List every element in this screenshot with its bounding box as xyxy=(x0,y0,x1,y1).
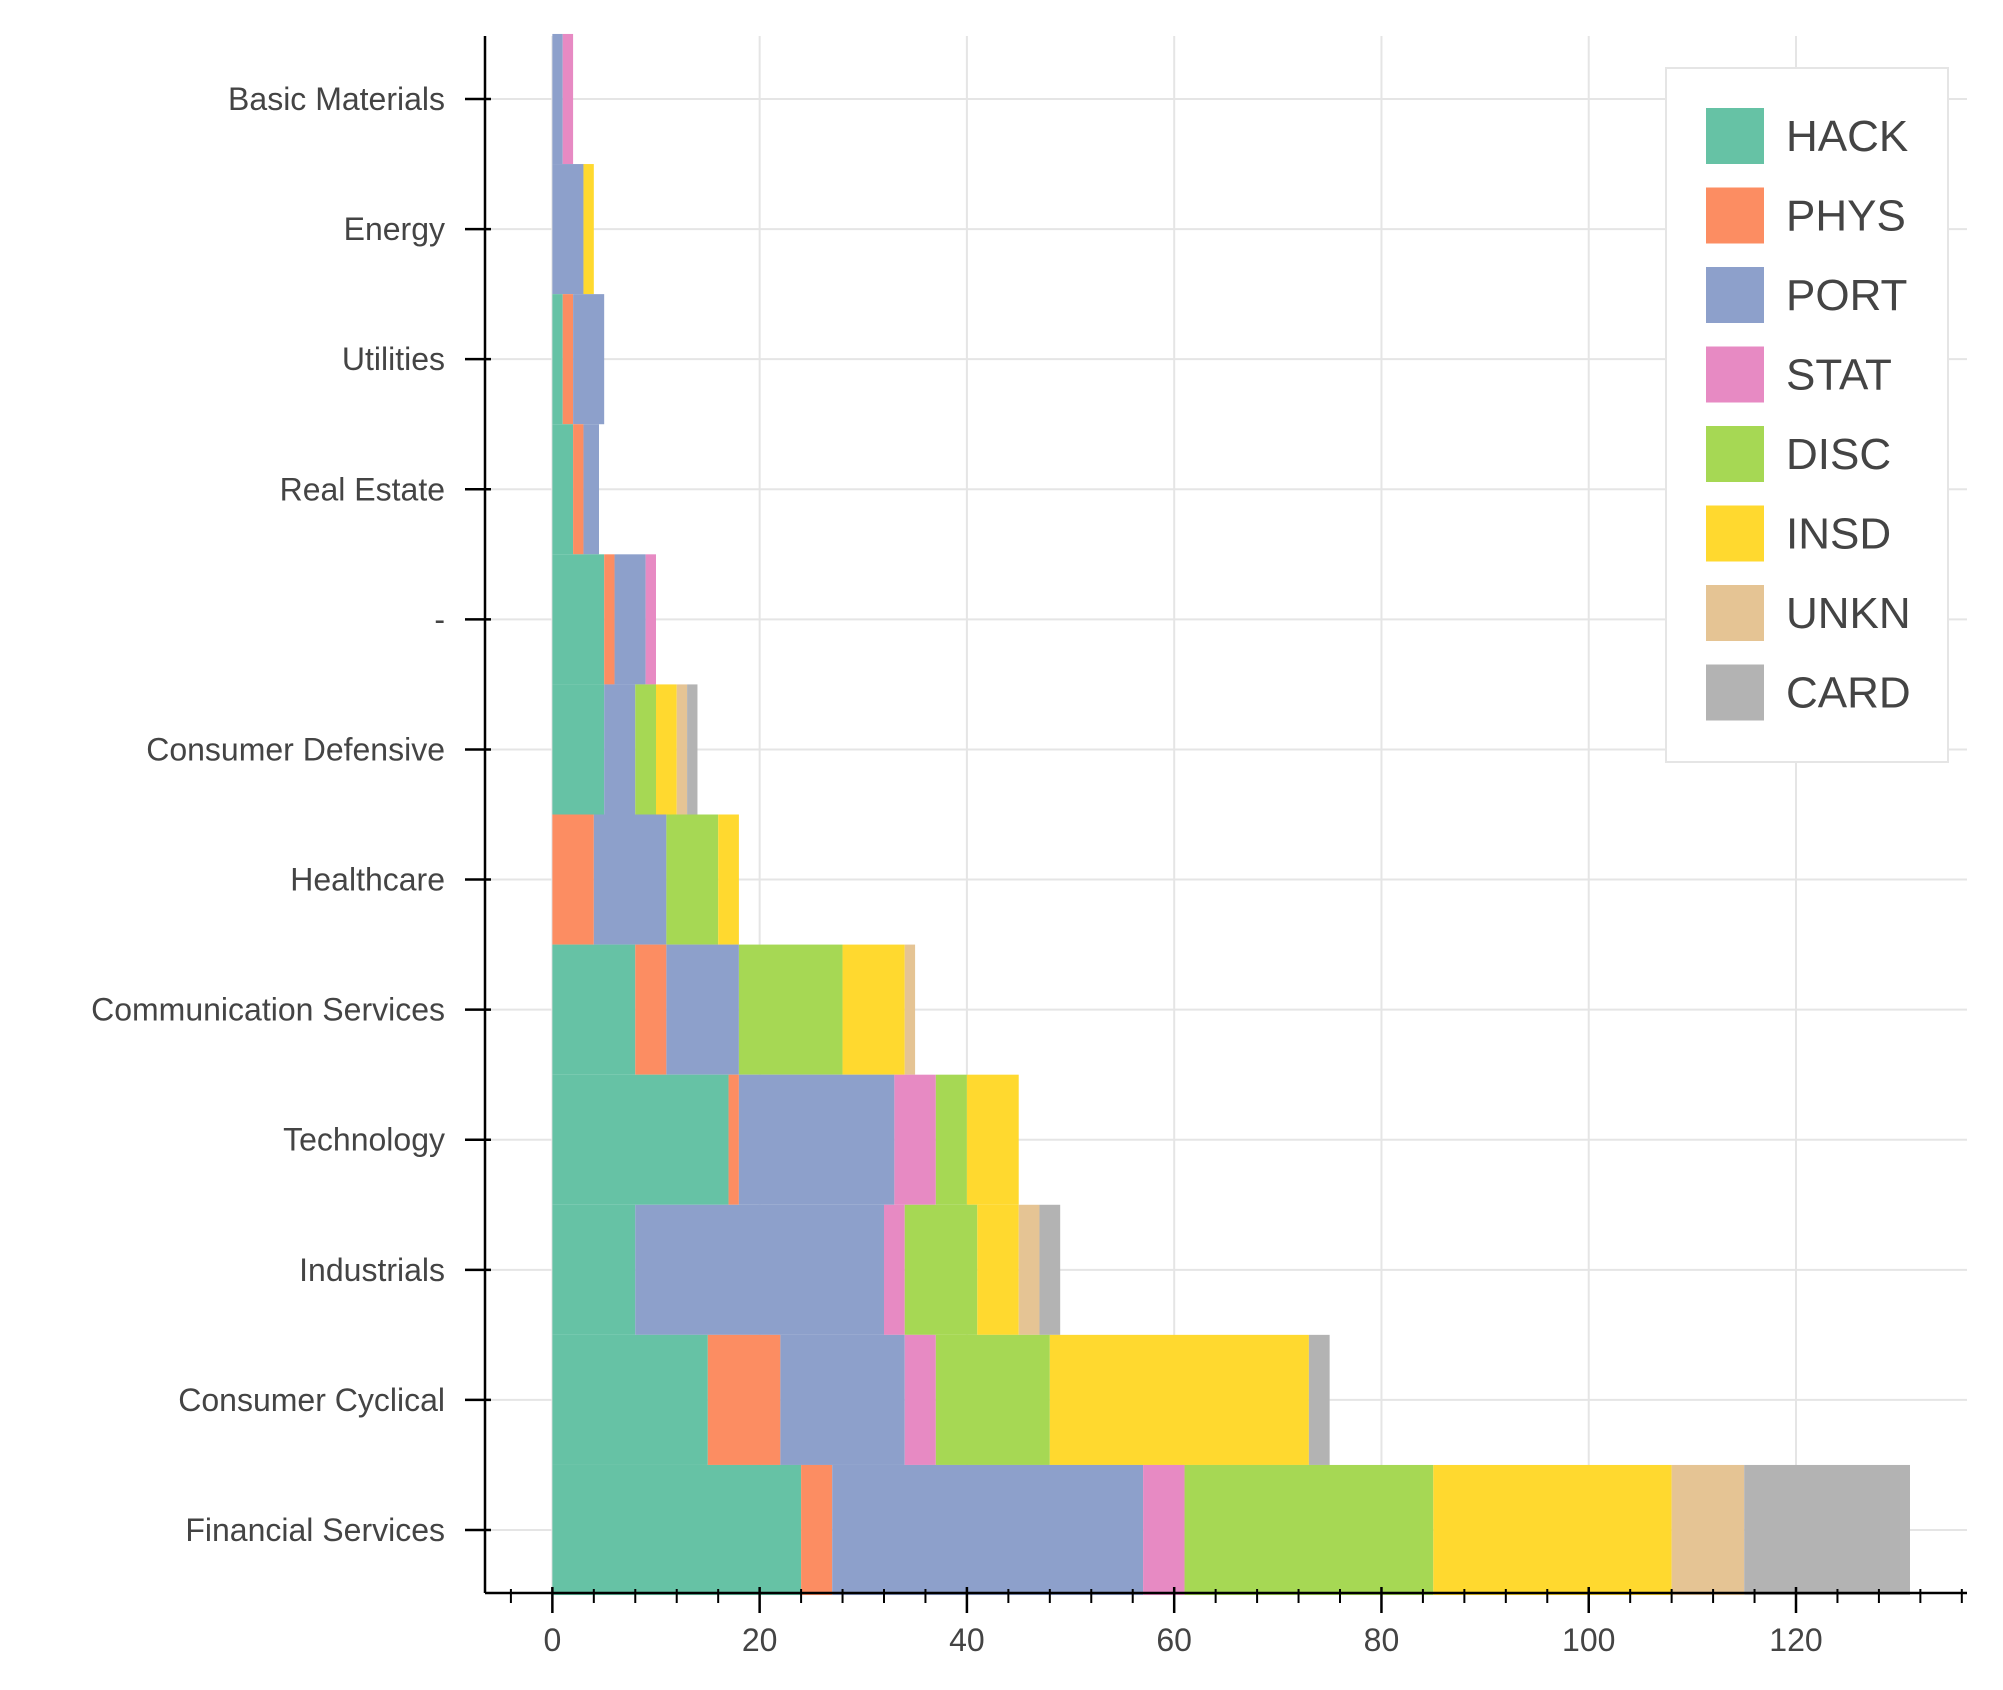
y-tick-label-technology: Technology xyxy=(283,1122,445,1158)
legend-swatch-unkn xyxy=(1706,585,1764,641)
legend-label-stat: STAT xyxy=(1786,351,1892,400)
bar-technology-insd xyxy=(966,1074,1019,1205)
y-tick-label-dash: - xyxy=(434,601,445,637)
y-tick-label-healthcare: Healthcare xyxy=(290,862,445,898)
x-tick-label-80: 80 xyxy=(1364,1622,1400,1658)
bar-financial-services-stat xyxy=(1143,1464,1185,1596)
bar-industrials-disc xyxy=(904,1204,978,1335)
bar-consumer-defensive-insd xyxy=(656,684,677,815)
bar-communication-services-insd xyxy=(842,944,905,1075)
legend-swatch-hack xyxy=(1706,108,1764,164)
y-tick-label-energy: Energy xyxy=(344,211,445,247)
bar-dash-hack xyxy=(552,554,605,685)
legend-label-unkn: UNKN xyxy=(1786,589,1911,638)
bar-consumer-defensive-disc xyxy=(635,684,656,815)
bar-consumer-defensive-port xyxy=(604,684,636,815)
bar-dash-stat xyxy=(645,554,656,685)
y-tick-label-basic-materials: Basic Materials xyxy=(228,81,445,117)
bar-healthcare-port xyxy=(593,814,667,945)
bar-industrials-insd xyxy=(977,1204,1019,1335)
x-tick-label-60: 60 xyxy=(1156,1622,1192,1658)
bar-consumer-cyclical-disc xyxy=(935,1334,1050,1465)
bar-communication-services-disc xyxy=(738,944,843,1075)
bar-healthcare-disc xyxy=(666,814,719,945)
bar-healthcare-phys xyxy=(552,814,594,945)
bar-communication-services-unkn xyxy=(904,944,916,1075)
bar-technology-disc xyxy=(935,1074,967,1205)
bar-financial-services-unkn xyxy=(1671,1464,1745,1596)
bar-technology-stat xyxy=(894,1074,936,1205)
bar-dash-phys xyxy=(604,554,615,685)
y-tick-label-financial-services: Financial Services xyxy=(185,1512,445,1548)
y-tick-label-consumer-cyclical: Consumer Cyclical xyxy=(178,1382,445,1418)
bar-energy-port xyxy=(552,164,584,295)
bar-industrials-hack xyxy=(552,1204,636,1335)
bar-consumer-cyclical-stat xyxy=(904,1334,936,1465)
x-tick-label-40: 40 xyxy=(949,1622,985,1658)
bar-communication-services-phys xyxy=(635,944,667,1075)
bar-consumer-cyclical-port xyxy=(780,1334,905,1465)
bar-consumer-cyclical-hack xyxy=(552,1334,708,1465)
legend-swatch-phys xyxy=(1706,187,1764,244)
y-tick-label-industrials: Industrials xyxy=(299,1252,445,1288)
legend-label-insd: INSD xyxy=(1786,510,1891,559)
bar-dash-port xyxy=(614,554,646,685)
legend-swatch-card xyxy=(1706,664,1764,721)
legend-label-phys: PHYS xyxy=(1786,192,1906,241)
bar-utilities-phys xyxy=(562,294,574,425)
legend-label-card: CARD xyxy=(1786,669,1911,718)
y-tick-label-consumer-defensive: Consumer Defensive xyxy=(146,731,445,767)
bar-financial-services-card xyxy=(1744,1464,1910,1596)
bar-industrials-port xyxy=(635,1204,884,1335)
legend-box xyxy=(1665,67,1949,763)
x-tick-label-120: 120 xyxy=(1769,1622,1822,1658)
bar-technology-phys xyxy=(728,1074,739,1205)
x-tick-label-100: 100 xyxy=(1562,1622,1615,1658)
bar-real-estate-phys xyxy=(573,424,584,555)
bar-energy-insd xyxy=(583,164,594,295)
y-tick-label-utilities: Utilities xyxy=(342,341,445,377)
bar-industrials-unkn xyxy=(1018,1204,1040,1335)
bar-healthcare-insd xyxy=(718,814,739,945)
bar-consumer-defensive-hack xyxy=(552,684,605,815)
legend-swatch-port xyxy=(1706,267,1764,323)
bar-industrials-card xyxy=(1039,1204,1061,1335)
bar-technology-port xyxy=(738,1074,895,1205)
legend-swatch-insd xyxy=(1706,505,1764,562)
bar-consumer-defensive-card xyxy=(687,684,698,815)
bar-utilities-port xyxy=(573,294,605,425)
legend-swatch-stat xyxy=(1706,346,1764,403)
bar-basic-materials-port xyxy=(552,33,563,165)
bar-financial-services-port xyxy=(832,1464,1144,1596)
y-tick-label-communication-services: Communication Services xyxy=(91,992,445,1028)
bar-financial-services-disc xyxy=(1184,1464,1434,1596)
bar-real-estate-port xyxy=(583,424,599,555)
legend-swatch-disc xyxy=(1706,426,1764,482)
x-tick-label-20: 20 xyxy=(742,1622,778,1658)
bar-consumer-cyclical-insd xyxy=(1049,1334,1309,1465)
bar-industrials-stat xyxy=(884,1204,905,1335)
bar-financial-services-hack xyxy=(552,1464,802,1596)
y-tick-label-real-estate: Real Estate xyxy=(280,471,445,507)
x-tick-label-0: 0 xyxy=(543,1622,561,1658)
bar-communication-services-port xyxy=(666,944,739,1075)
bar-basic-materials-stat xyxy=(562,33,574,165)
bar-consumer-defensive-unkn xyxy=(676,684,688,815)
bar-consumer-cyclical-card xyxy=(1308,1334,1330,1465)
bar-financial-services-phys xyxy=(801,1464,833,1596)
legend-label-port: PORT xyxy=(1786,271,1907,320)
bar-utilities-hack xyxy=(552,294,563,425)
bar-technology-hack xyxy=(552,1074,729,1205)
bar-consumer-cyclical-phys xyxy=(707,1334,781,1465)
bar-real-estate-hack xyxy=(552,424,574,555)
legend-label-hack: HACK xyxy=(1786,112,1908,161)
legend-label-disc: DISC xyxy=(1786,430,1891,479)
bar-financial-services-insd xyxy=(1433,1464,1672,1596)
bar-communication-services-hack xyxy=(552,944,636,1075)
